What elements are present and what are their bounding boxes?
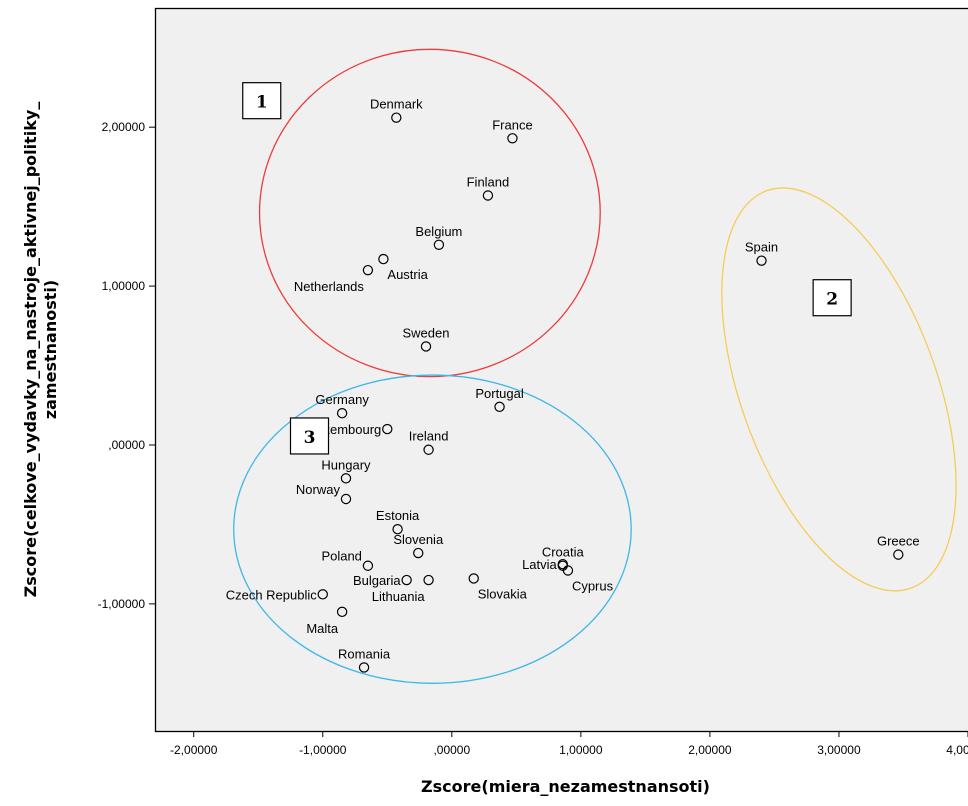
x-tick-label: -1,00000 (299, 743, 347, 757)
point-greece (893, 549, 904, 560)
point-label-czech-republic: Czech Republic (226, 587, 318, 602)
data-point-labels: Denmark France Finland Belgium Austria Nether… (226, 97, 920, 662)
point-label-finland: Finland (467, 175, 510, 190)
point-ireland (423, 444, 434, 455)
point-label-ireland: Ireland (409, 429, 449, 444)
y-axis-title: Zscore(celkove_vydavky_na_nastroje_aktiv… (21, 102, 60, 598)
y-tick-label: 1,00000 (102, 279, 146, 293)
point-label-croatia: Croatia (542, 545, 585, 560)
x-tick-label: -2,00000 (170, 743, 218, 757)
point-label-portugal: Portugal (475, 386, 524, 401)
point-czech-republic (317, 589, 328, 600)
cluster-3-box-frame (289, 417, 330, 455)
point-label-austria: Austria (387, 267, 428, 282)
y-axis-ticks: 2,00000 1,00000 ,00000 -1,00000 (98, 120, 155, 611)
point-hungary (340, 473, 352, 484)
cluster-1-ellipse (258, 48, 601, 378)
point-label-denmark: Denmark (370, 97, 423, 112)
point-label-hungary: Hungary (321, 457, 371, 472)
point-poland (362, 560, 374, 571)
point-slovenia (413, 547, 424, 559)
point-norway (340, 493, 352, 505)
cluster-2-ellipse (721, 187, 957, 592)
x-tick-label: ,00000 (433, 743, 470, 757)
point-romania (358, 662, 370, 673)
point-label-romania: Romania (338, 646, 391, 661)
point-portugal (494, 401, 505, 413)
point-label-spain: Spain (745, 240, 778, 255)
point-label-malta: Malta (306, 621, 339, 636)
point-label-greece: Greece (877, 534, 920, 549)
cluster-3-ellipse (233, 374, 632, 684)
point-label-lithuania: Lithuania (372, 589, 426, 604)
x-tick-label: 4,00000 (946, 743, 968, 757)
y-tick-label: ,00000 (108, 438, 145, 452)
plot-frame (154, 7, 968, 733)
cluster-1-label: 1 (256, 93, 268, 113)
cluster-3-number-box: 3 (289, 417, 330, 455)
point-malta (336, 606, 348, 618)
plot-area (155, 8, 968, 731)
point-luxembourg (382, 423, 393, 435)
point-label-slovakia: Slovakia (478, 586, 528, 601)
point-lithuania (423, 574, 434, 586)
point-label-norway: Norway (296, 482, 341, 497)
cluster-2-label: 2 (826, 290, 838, 310)
data-points (317, 112, 904, 673)
point-netherlands (362, 264, 374, 276)
cluster-3-label: 3 (304, 428, 316, 448)
point-label-sweden: Sweden (403, 325, 450, 340)
point-cyprus (562, 565, 574, 576)
x-tick-label: 1,00000 (559, 743, 603, 757)
point-label-slovenia: Slovenia (393, 532, 444, 547)
x-axis-ticks: -2,00000 -1,00000 ,00000 1,00000 2,00000 3,00… (170, 731, 968, 757)
point-label-germany: Germany (315, 392, 369, 407)
point-label-bulgaria: Bulgaria (353, 573, 401, 588)
cluster-2-box-frame (812, 279, 852, 317)
point-bulgaria (401, 574, 412, 586)
cluster-ellipses (233, 48, 957, 684)
cluster-2-number-box: 2 (812, 279, 852, 317)
point-label-france: France (492, 117, 532, 132)
point-label-cyprus: Cyprus (572, 579, 614, 594)
point-denmark (391, 112, 402, 123)
x-tick-label: 3,00000 (817, 743, 861, 757)
cluster-1-box-frame (242, 82, 282, 120)
point-spain (756, 255, 767, 266)
y-axis-title-line-2: zamestnanosti) (41, 280, 60, 419)
y-axis-title-line-1: Zscore(celkove_vydavky_na_nastroje_aktiv… (21, 102, 40, 598)
point-belgium (433, 239, 445, 250)
y-tick-label: 2,00000 (102, 120, 146, 134)
point-estonia (392, 523, 403, 535)
point-label-latvia: Latvia (522, 557, 557, 572)
point-label-estonia: Estonia (376, 508, 420, 523)
cluster-1-number-box: 1 (242, 82, 282, 120)
point-sweden (420, 341, 432, 352)
point-label-netherlands: Netherlands (294, 279, 365, 294)
point-finland (482, 190, 494, 201)
x-axis-title: Zscore(miera_nezamestnansoti) (421, 777, 710, 796)
point-label-belgium: Belgium (415, 224, 462, 239)
point-france (507, 133, 518, 144)
cluster-number-boxes: 1 2 3 (242, 82, 852, 455)
point-germany (336, 407, 348, 419)
y-tick-label: -1,00000 (98, 597, 146, 611)
x-tick-label: 2,00000 (688, 743, 732, 757)
point-slovakia (468, 573, 479, 584)
point-label-poland: Poland (321, 549, 361, 564)
point-austria (378, 253, 389, 265)
